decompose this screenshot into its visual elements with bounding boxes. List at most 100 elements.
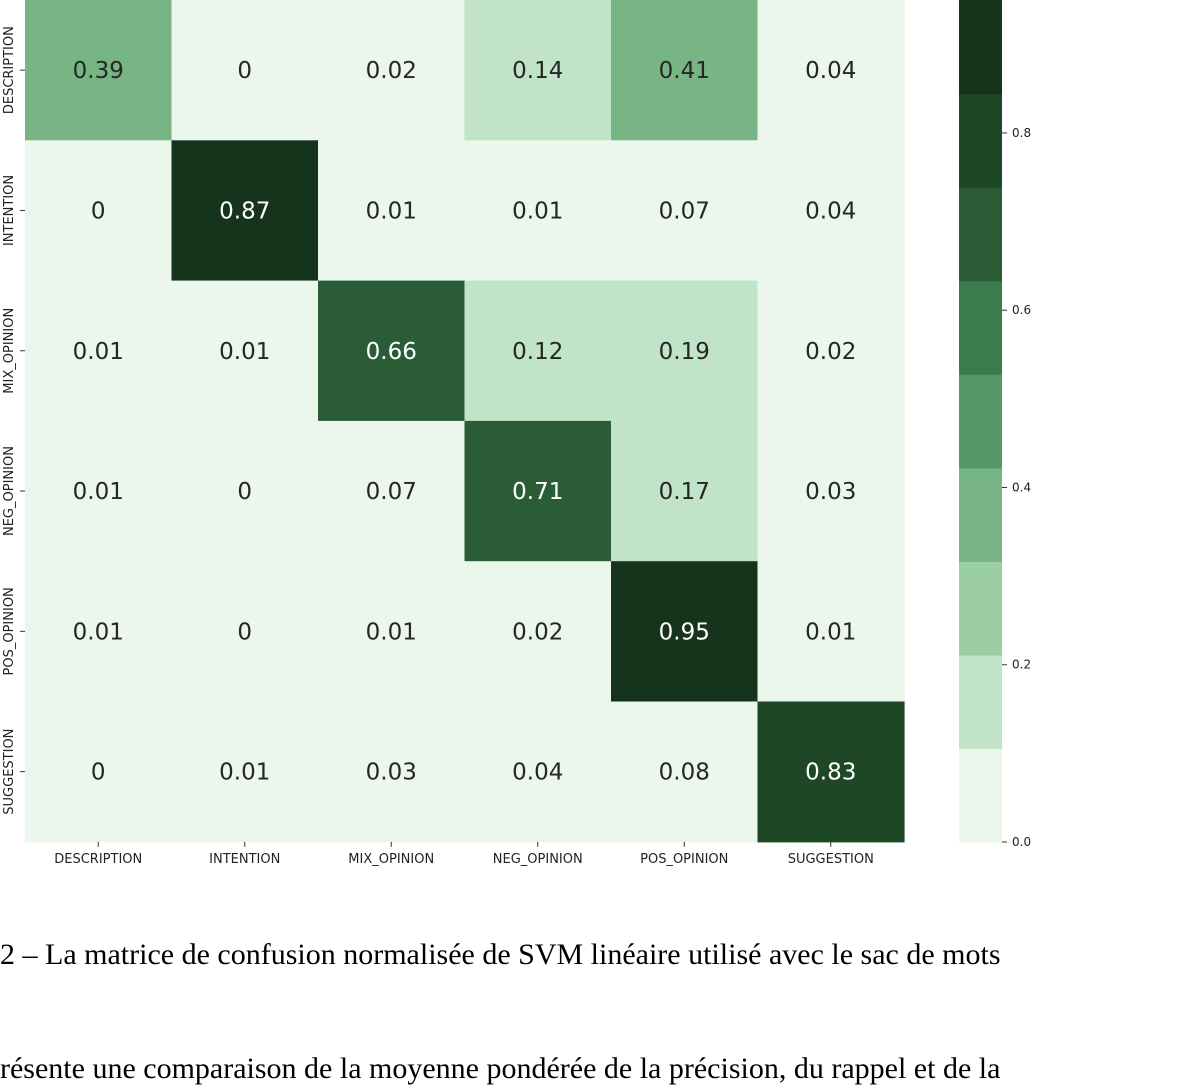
colorbar-bin <box>959 467 1002 562</box>
cell-value-label: 0.66 <box>366 339 417 365</box>
cell-value-label: 0.01 <box>512 198 563 224</box>
heatmap-cell <box>464 561 612 703</box>
cell-value-label: 0 <box>91 198 106 224</box>
heatmap-cell <box>757 140 905 282</box>
cell-value-label: 0.01 <box>73 339 124 365</box>
cell-value-label: 0.01 <box>73 479 124 505</box>
cell-value-label: 0 <box>237 58 252 84</box>
heatmap-cell <box>171 280 319 422</box>
cell-value-label: 0.01 <box>366 198 417 224</box>
colorbar-bin <box>959 280 1002 375</box>
cell-value-label: 0.71 <box>512 479 563 505</box>
cell-value-label: 0.01 <box>805 619 856 645</box>
heatmap-cell <box>318 701 466 843</box>
cell-value-label: 0.04 <box>512 760 563 786</box>
colorbar-tick-label: 0.0 <box>1012 835 1031 849</box>
cell-value-label: 0.03 <box>805 479 856 505</box>
cell-value-label: 0.08 <box>659 760 710 786</box>
heatmap-cell <box>611 561 759 703</box>
heatmap-cell <box>318 420 466 562</box>
heatmap-cell <box>757 0 905 141</box>
cell-value-label: 0.87 <box>219 198 270 224</box>
heatmap-cell <box>611 280 759 422</box>
cell-value-label: 0.41 <box>659 58 710 84</box>
cell-value-label: 0.03 <box>366 760 417 786</box>
heatmap-cell <box>171 0 319 141</box>
heatmap-cell <box>611 701 759 843</box>
cell-value-label: 0.14 <box>512 58 563 84</box>
colorbar-tick-label: 0.6 <box>1012 303 1031 317</box>
confusion-matrix-heatmap: 0.39 0 0.02 0.14 0.41 0.04 0 0.87 0.01 0.01 0.07 0.… <box>2 0 1031 867</box>
heatmap-cell <box>318 561 466 703</box>
cell-value-label: 0.01 <box>366 619 417 645</box>
cell-value-label: 0.02 <box>366 58 417 84</box>
heatmap-cell <box>25 0 173 141</box>
cell-value-label: 0.95 <box>659 619 710 645</box>
x-tick-label: NEG_OPINION <box>493 852 583 867</box>
colorbar-bin <box>959 187 1002 282</box>
heatmap-cell <box>464 140 612 282</box>
heatmap-cell <box>25 420 173 562</box>
colorbar-bin <box>959 374 1002 469</box>
cell-value-label: 0.12 <box>512 339 563 365</box>
x-tick-label: DESCRIPTION <box>54 852 142 867</box>
figure-caption: 2 – La matrice de confusion normalisée d… <box>0 938 1001 971</box>
cell-value-label: 0.04 <box>805 58 856 84</box>
cell-value-label: 0.02 <box>512 619 563 645</box>
colorbar-tick-label: 0.4 <box>1012 480 1031 494</box>
colorbar-bin <box>959 654 1002 750</box>
heatmap-cell <box>318 280 466 422</box>
y-tick-label: POS_OPINION <box>2 587 17 675</box>
colorbar-bin <box>959 561 1002 656</box>
cell-value-label: 0.04 <box>805 198 856 224</box>
colorbar-tick-label: 0.2 <box>1012 658 1031 672</box>
heatmap-cell <box>25 701 173 843</box>
heatmap-cell <box>611 0 759 141</box>
heatmap-cell <box>464 420 612 562</box>
heatmap-cell <box>464 0 612 141</box>
cell-value-label: 0.01 <box>73 619 124 645</box>
heatmap-cell <box>25 561 173 703</box>
heatmap-cell <box>25 280 173 422</box>
cell-value-label: 0.83 <box>805 760 856 786</box>
heatmap-cell <box>171 140 319 282</box>
heatmap-cell <box>25 140 173 282</box>
y-tick-label: DESCRIPTION <box>2 26 17 114</box>
x-tick-label: POS_OPINION <box>640 852 728 867</box>
colorbar-bin <box>959 748 1002 843</box>
heatmap-cell <box>757 280 905 422</box>
heatmap-cell <box>757 420 905 562</box>
heatmap-cell <box>464 701 612 843</box>
heatmap-cell <box>611 420 759 562</box>
heatmap-cell <box>171 701 319 843</box>
body-text-line: résente une comparaison de la moyenne po… <box>0 1052 1001 1085</box>
colorbar-tick-label: 0.8 <box>1012 126 1031 140</box>
heatmap-cell <box>757 561 905 703</box>
colorbar-bin <box>959 93 1002 188</box>
cell-value-label: 0.07 <box>659 198 710 224</box>
x-tick-label: SUGGESTION <box>788 852 874 867</box>
cell-value-label: 0.01 <box>219 339 270 365</box>
x-tick-label: MIX_OPINION <box>348 852 434 867</box>
cell-value-label: 0.02 <box>805 339 856 365</box>
colorbar-bin <box>959 0 1002 95</box>
cell-value-label: 0 <box>91 760 106 786</box>
cell-value-label: 0.39 <box>73 58 124 84</box>
heatmap-cell <box>171 561 319 703</box>
heatmap-cell <box>611 140 759 282</box>
cell-value-label: 0.07 <box>366 479 417 505</box>
y-tick-label: SUGGESTION <box>2 729 17 815</box>
heatmap-cell <box>171 420 319 562</box>
y-tick-label: INTENTION <box>2 175 17 246</box>
y-tick-label: NEG_OPINION <box>2 446 17 536</box>
cell-value-label: 0 <box>237 619 252 645</box>
cell-value-label: 0 <box>237 479 252 505</box>
cell-value-label: 0.17 <box>659 479 710 505</box>
heatmap-cell <box>318 0 466 141</box>
cell-value-label: 0.01 <box>219 760 270 786</box>
y-tick-label: MIX_OPINION <box>2 308 17 394</box>
heatmap-cell <box>318 140 466 282</box>
heatmap-cell <box>464 280 612 422</box>
x-tick-label: INTENTION <box>209 852 280 867</box>
heatmap-cell <box>757 701 905 843</box>
